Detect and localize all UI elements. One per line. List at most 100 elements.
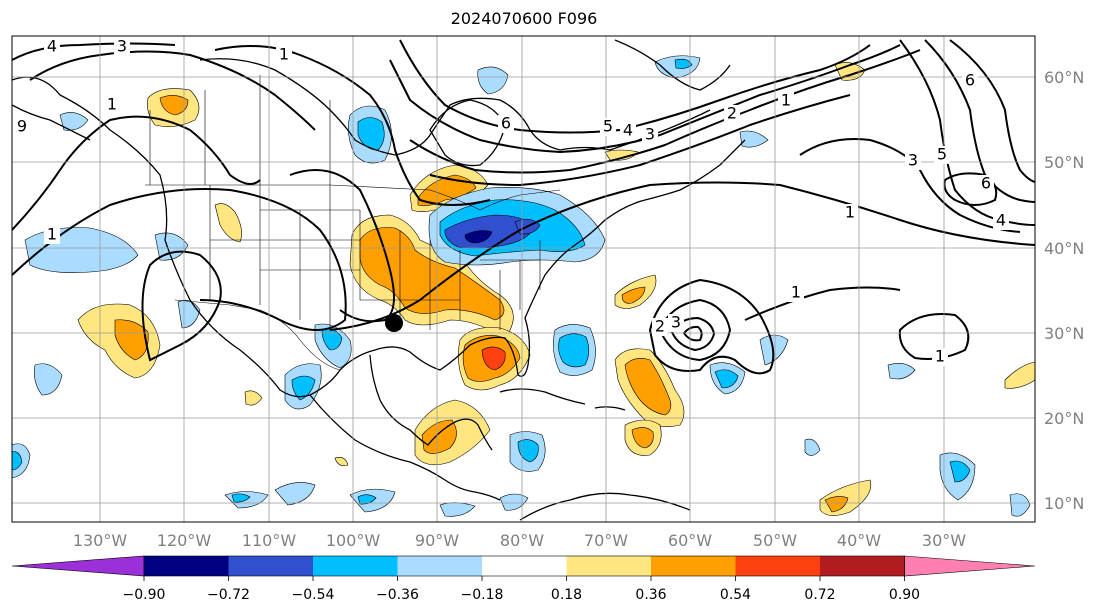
lon-label: 40°W	[837, 531, 881, 550]
warm-area-small-1	[244, 390, 263, 406]
contour-east-3	[949, 39, 1035, 183]
warm-area-atlantic-2-core	[621, 286, 646, 304]
contour-label: 5	[937, 145, 947, 164]
lon-label: 60°W	[668, 531, 712, 550]
contour-north-2	[12, 115, 261, 231]
contour-label: 4	[996, 211, 1006, 230]
colorbar-tick-label: 0.18	[551, 587, 582, 603]
gulf-coast	[369, 354, 493, 451]
contour-1d	[329, 181, 1035, 331]
colorbar-segment	[397, 556, 482, 576]
cool-area-atl-5	[1009, 493, 1031, 517]
lat-label: 60°N	[1044, 68, 1084, 87]
colorbar-tick-label: 0.72	[804, 587, 835, 603]
lat-label: 50°N	[1044, 153, 1084, 172]
colorbar-segment	[820, 556, 905, 576]
cool-area-atl-7	[739, 130, 769, 148]
storm-center-dot	[385, 314, 403, 332]
warm-area-small-2	[604, 149, 639, 161]
contour-east-2	[924, 39, 1035, 203]
contour-label: 5	[603, 117, 613, 136]
lon-label: 120°W	[157, 531, 212, 550]
lon-label: 30°W	[922, 531, 966, 550]
lat-label: 40°N	[1044, 239, 1084, 258]
warm-area-eastpac-core	[114, 319, 149, 361]
contour-ridge-1	[389, 44, 901, 154]
contour-label: 9	[17, 117, 27, 136]
contour-label: 1	[935, 347, 945, 366]
lon-label: 90°W	[415, 531, 459, 550]
contour-1a	[12, 188, 347, 331]
warm-area-small-3	[334, 457, 349, 466]
greenland	[614, 39, 731, 91]
contour-atl-loop	[898, 313, 970, 360]
colorbar: −0.90 −0.72 −0.54 −0.36 −0.18 0.18 0.36 …	[11, 555, 1036, 603]
lon-label: 110°W	[242, 531, 297, 550]
province-lines	[149, 75, 331, 185]
lon-label: 130°W	[73, 531, 128, 550]
cuba	[499, 388, 586, 405]
map-title: 2024070600 F096	[450, 9, 598, 28]
contour-label: 1	[279, 45, 289, 64]
cool-area-hudson	[477, 66, 509, 95]
contour-label: 3	[645, 125, 655, 144]
colorbar-extend-high	[904, 555, 1036, 577]
latitude-labels: 60°N 50°N 40°N 30°N 20°N 10°N	[1044, 68, 1084, 513]
colorbar-tick-label: −0.18	[461, 587, 504, 603]
colorbar-tick-label: −0.72	[207, 587, 250, 603]
colorbar-segment	[313, 556, 398, 576]
cool-area-atl-3	[887, 363, 916, 380]
cool-area-atl-mid-core	[714, 369, 739, 389]
warm-area-atlantic-3-core	[631, 427, 654, 449]
contour-1b	[141, 250, 222, 362]
contour-label: 3	[671, 313, 681, 332]
colorbar-segment	[651, 556, 736, 576]
colorbar-extend-low	[11, 555, 145, 577]
cool-area-atl-6	[804, 438, 821, 456]
contour-label: 1	[47, 225, 57, 244]
cool-area-gulf-core	[558, 333, 590, 368]
warm-area-rockies	[214, 203, 242, 243]
colorbar-segment	[735, 556, 820, 576]
warm-area-central-us-core	[359, 227, 505, 321]
contour-label: 3	[908, 151, 918, 170]
contour-north-4	[12, 42, 176, 61]
cool-area-pac-4-core	[12, 451, 23, 471]
colorbar-tick-label: −0.90	[123, 587, 166, 603]
cool-area-greenland-core	[674, 58, 693, 69]
lon-label: 70°W	[584, 531, 628, 550]
longitude-labels: 130°W 120°W 110°W 100°W 90°W 80°W 70°W 6…	[73, 531, 966, 550]
contour-ridge-3	[409, 49, 921, 174]
contour-label: 1	[791, 283, 801, 302]
map-frame	[11, 35, 1036, 523]
contour-label: 3	[117, 37, 127, 56]
contour-label: 6	[981, 174, 991, 193]
lat-label: 10°N	[1044, 494, 1084, 513]
contour-low-inner	[670, 316, 716, 352]
hispaniola	[594, 406, 626, 411]
cool-area-pac-5-core	[231, 493, 251, 503]
contour-label: 2	[655, 317, 665, 336]
colorbar-segment	[566, 556, 651, 576]
lon-label: 80°W	[500, 531, 544, 550]
contour-east-loop	[943, 172, 998, 206]
contour-label: 1	[781, 91, 791, 110]
warm-area-canada-core	[159, 95, 189, 116]
contour-label: 4	[623, 121, 633, 140]
colorbar-tick-label: 0.36	[635, 587, 666, 603]
warm-area-atlantic-1-core	[624, 358, 672, 416]
cool-area-pac-7-core	[357, 494, 377, 505]
colorbar-tick-label: −0.54	[292, 587, 335, 603]
cool-area-great-lakes-core	[464, 230, 493, 244]
colorbar-segment	[228, 556, 313, 576]
contour-low-tail	[744, 286, 901, 321]
contour-label: 1	[107, 95, 117, 114]
north-america-coast	[12, 76, 746, 398]
south-america-coast	[519, 492, 691, 521]
warm-area-tropical-atl-core	[824, 496, 849, 513]
lat-label: 20°N	[1044, 409, 1084, 428]
lon-label: 50°W	[753, 531, 797, 550]
lat-label: 30°N	[1044, 324, 1084, 343]
colorbar-tick-label: −0.36	[376, 587, 419, 603]
contour-label: 6	[501, 114, 511, 133]
